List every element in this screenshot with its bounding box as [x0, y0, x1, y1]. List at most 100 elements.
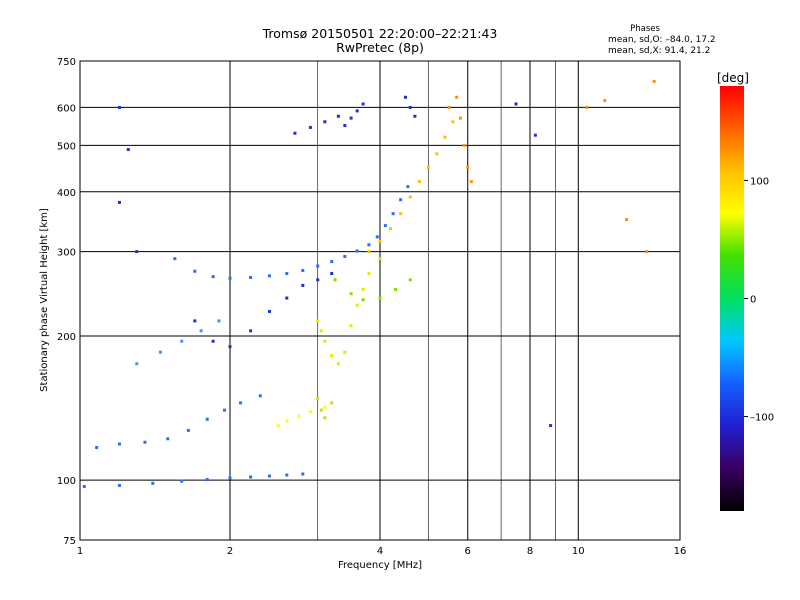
y-tick-label: 600	[57, 103, 76, 114]
data-point	[117, 200, 121, 204]
data-point	[239, 401, 243, 405]
scatter-series	[82, 472, 305, 488]
data-point	[333, 278, 337, 282]
data-point	[408, 195, 412, 199]
y-tick-label: 500	[57, 141, 76, 152]
data-point	[211, 339, 215, 343]
data-point	[249, 275, 253, 279]
data-point	[285, 272, 289, 276]
scatter-series	[276, 405, 327, 428]
data-point	[466, 165, 470, 169]
data-point	[408, 278, 412, 282]
data-point	[211, 275, 215, 279]
scatter-points	[82, 79, 656, 488]
data-point	[406, 185, 410, 189]
data-point	[361, 102, 365, 106]
data-point	[143, 440, 147, 444]
data-point	[451, 120, 455, 124]
colorbar-tick-label: 100	[750, 176, 769, 187]
colorbar-tick-label: –100	[750, 413, 774, 424]
chart-title: Tromsø 20150501 22:20:00–22:21:43	[262, 26, 498, 41]
data-point	[336, 362, 340, 366]
data-point	[367, 243, 371, 247]
data-point	[426, 165, 430, 169]
data-point	[95, 445, 99, 449]
data-point	[285, 419, 289, 423]
data-point	[455, 95, 459, 99]
data-point	[435, 152, 439, 156]
scatter-series	[193, 272, 334, 349]
data-point	[403, 95, 407, 99]
data-point	[267, 309, 271, 313]
y-tick-label: 75	[63, 536, 76, 547]
scatter-series	[135, 319, 221, 366]
data-point	[323, 339, 327, 343]
data-point	[394, 288, 398, 292]
data-point	[135, 362, 139, 366]
x-tick-label: 1	[77, 546, 83, 557]
data-point	[323, 405, 327, 409]
data-point	[644, 250, 648, 254]
scatter-series	[293, 114, 340, 135]
data-point	[330, 260, 334, 264]
data-point	[399, 212, 403, 216]
data-point	[343, 255, 347, 259]
data-point	[330, 272, 334, 276]
data-point	[447, 105, 451, 109]
y-axis-label: Stationary phase Virtual Height [km]	[39, 208, 50, 392]
data-point	[469, 180, 473, 184]
x-tick-label: 2	[227, 546, 233, 557]
data-point	[378, 296, 382, 300]
data-point	[316, 397, 320, 401]
x-tick-label: 8	[527, 546, 533, 557]
data-point	[355, 109, 359, 113]
data-point	[301, 472, 305, 476]
data-point	[378, 239, 382, 243]
data-point	[399, 198, 403, 202]
data-point	[249, 329, 253, 333]
data-point	[549, 424, 553, 428]
data-point	[361, 298, 365, 302]
data-point	[117, 105, 121, 109]
data-point	[625, 218, 629, 222]
data-point	[316, 319, 320, 323]
data-point	[514, 102, 518, 106]
data-point	[652, 79, 656, 83]
data-point	[316, 278, 320, 282]
colorbar-label: [deg]	[717, 71, 749, 85]
x-tick-label: 16	[674, 546, 687, 557]
data-point	[82, 484, 86, 488]
y-tick-label: 750	[57, 57, 76, 68]
data-point	[349, 116, 353, 120]
data-point	[533, 133, 537, 137]
data-point	[117, 442, 121, 446]
scatter-series	[447, 95, 473, 184]
data-point	[285, 296, 289, 300]
data-point	[173, 257, 177, 261]
data-point	[361, 288, 365, 292]
data-point	[308, 410, 312, 414]
data-point	[180, 479, 184, 483]
data-point	[319, 408, 323, 412]
scatter-series	[316, 257, 382, 366]
colorbar-tick-label: 0	[750, 295, 756, 306]
phases-heading: Phases	[630, 24, 660, 34]
phases-mean-o: mean, sd,O: –84.0, 17.2	[608, 35, 716, 45]
data-point	[258, 394, 262, 398]
data-point	[585, 105, 589, 109]
data-point	[301, 283, 305, 287]
data-point	[297, 414, 301, 418]
scatter-series	[333, 278, 412, 302]
data-point	[319, 329, 323, 333]
data-point	[166, 437, 170, 441]
data-point	[462, 143, 466, 147]
scatter-series	[367, 120, 455, 254]
data-point	[180, 339, 184, 343]
x-tick-label: 4	[377, 546, 383, 557]
data-point	[228, 476, 232, 480]
data-point	[355, 303, 359, 307]
phases-mean-x: mean, sd,X: 91.4, 21.2	[608, 46, 710, 56]
x-tick-label: 6	[465, 546, 471, 557]
y-tick-label: 200	[57, 332, 76, 343]
data-point	[389, 227, 393, 231]
